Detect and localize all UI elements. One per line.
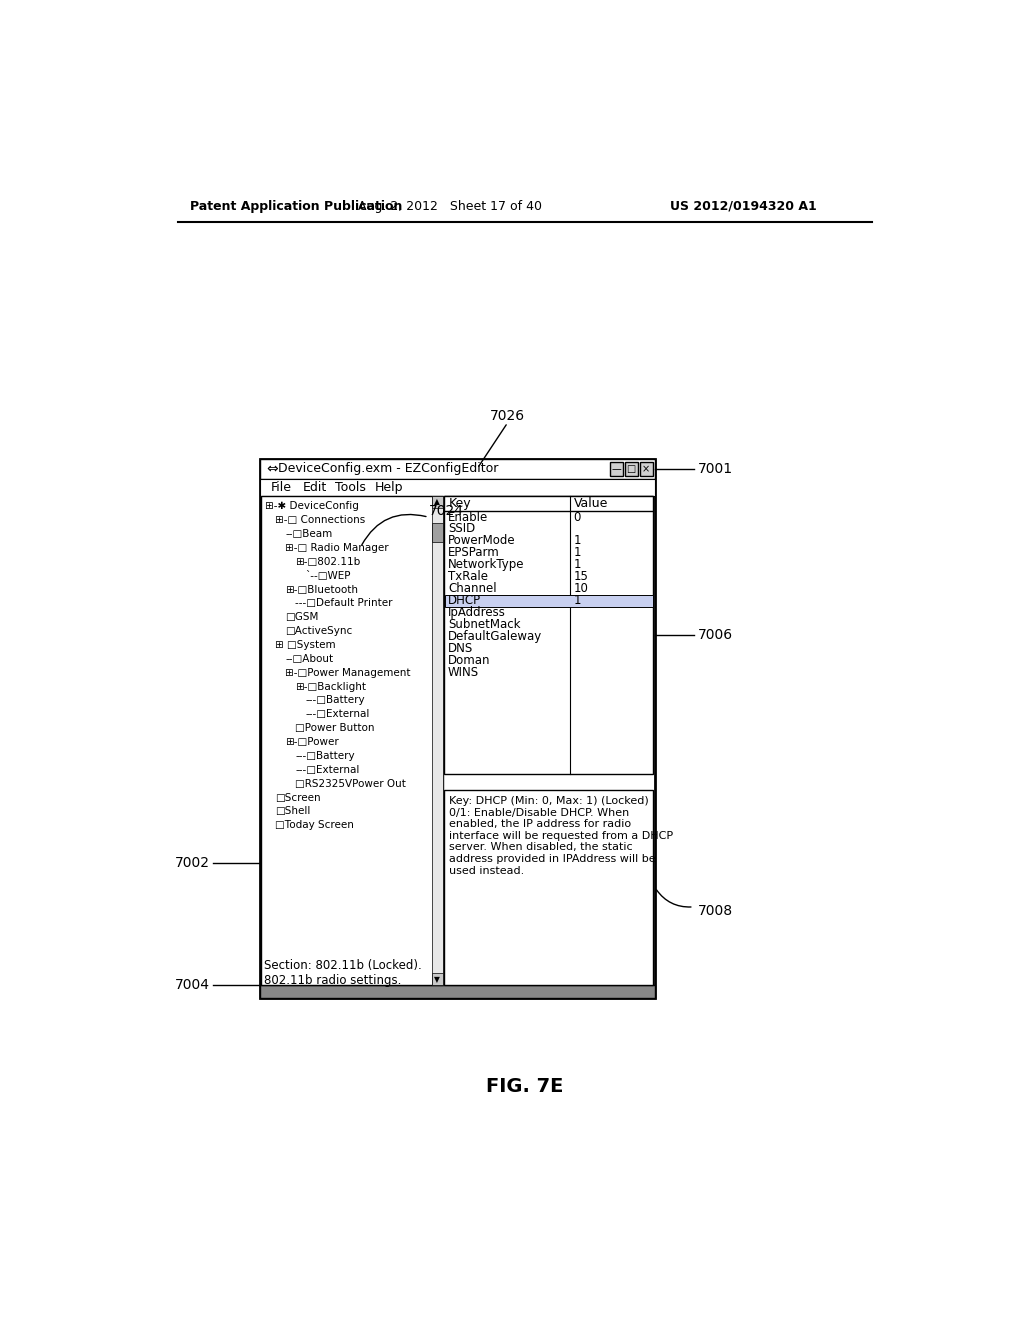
Text: TxRale: TxRale — [449, 570, 488, 583]
Text: Edit: Edit — [302, 480, 327, 494]
Text: 1: 1 — [573, 558, 582, 572]
Bar — [625, 462, 638, 477]
Text: ⊞ □System: ⊞ □System — [275, 640, 336, 649]
Text: Enable: Enable — [449, 511, 488, 524]
Bar — [260, 459, 655, 479]
Text: EPSParm: EPSParm — [449, 546, 500, 560]
Bar — [260, 479, 655, 496]
Text: Aug. 2, 2012   Sheet 17 of 40: Aug. 2, 2012 Sheet 17 of 40 — [357, 199, 542, 213]
Bar — [444, 789, 653, 985]
Text: Section: 802.11b (Locked).
802.11b radio settings.: Section: 802.11b (Locked). 802.11b radio… — [263, 960, 421, 987]
Text: ⊞-□ Radio Manager: ⊞-□ Radio Manager — [286, 543, 389, 553]
Text: `--□WEP: `--□WEP — [305, 570, 351, 581]
Text: □Screen: □Screen — [275, 792, 321, 803]
Text: ⊞-□Power: ⊞-□Power — [286, 737, 339, 747]
Text: 1: 1 — [573, 535, 582, 548]
Text: □: □ — [627, 465, 636, 474]
Text: 1: 1 — [573, 546, 582, 560]
Text: DeviceConfig.exm - EZConfigEditor: DeviceConfig.exm - EZConfigEditor — [279, 462, 499, 475]
Bar — [432, 523, 442, 543]
Text: 15: 15 — [573, 570, 589, 583]
Text: Channel: Channel — [449, 582, 497, 595]
Text: DHCP: DHCP — [449, 594, 481, 607]
Text: 7002: 7002 — [174, 855, 209, 870]
Text: □GSM: □GSM — [286, 612, 318, 622]
Bar — [432, 496, 442, 985]
Text: NetworkType: NetworkType — [449, 558, 524, 572]
Text: File: File — [270, 480, 292, 494]
Text: Tools: Tools — [335, 480, 366, 494]
Text: ⇔: ⇔ — [266, 462, 278, 475]
Text: ⊞-□802.11b: ⊞-□802.11b — [295, 557, 360, 566]
Text: 7008: 7008 — [697, 904, 733, 917]
Text: ---□Default Printer: ---□Default Printer — [295, 598, 393, 609]
Text: 10: 10 — [573, 582, 589, 595]
Bar — [260, 985, 655, 998]
Bar — [444, 496, 653, 775]
Text: 0: 0 — [573, 511, 581, 524]
Text: Key: Key — [449, 496, 471, 510]
Bar — [260, 459, 655, 998]
Text: Key: DHCP (Min: 0, Max: 1) (Locked)
0/1: Enable/Disable DHCP. When
enabled, the : Key: DHCP (Min: 0, Max: 1) (Locked) 0/1:… — [449, 796, 673, 875]
Text: ---□External: ---□External — [295, 764, 359, 775]
Text: □RS2325VPower Out: □RS2325VPower Out — [295, 779, 407, 788]
Text: --□About: --□About — [286, 653, 334, 664]
Text: 7006: 7006 — [697, 628, 733, 642]
Text: 7026: 7026 — [490, 409, 525, 424]
Bar — [260, 496, 442, 985]
Bar — [445, 594, 652, 607]
Text: ⊞-□Backlight: ⊞-□Backlight — [295, 681, 367, 692]
Text: ⊞-✱ DeviceConfig: ⊞-✱ DeviceConfig — [265, 502, 359, 511]
Text: □Today Screen: □Today Screen — [275, 820, 354, 830]
Text: 1: 1 — [573, 594, 582, 607]
Text: Help: Help — [375, 480, 403, 494]
Text: □Power Button: □Power Button — [295, 723, 375, 733]
Text: SubnetMack: SubnetMack — [449, 618, 520, 631]
Text: —: — — [611, 465, 622, 474]
Text: ---□Battery: ---□Battery — [295, 751, 355, 760]
Bar — [432, 495, 442, 508]
Text: FIG. 7E: FIG. 7E — [486, 1077, 563, 1096]
Text: ⊞-□Power Management: ⊞-□Power Management — [286, 668, 411, 677]
Text: --□Beam: --□Beam — [286, 529, 333, 539]
Bar — [610, 462, 624, 477]
Text: ▲: ▲ — [434, 498, 440, 507]
Text: DefaultGaleway: DefaultGaleway — [449, 630, 543, 643]
Text: 7001: 7001 — [697, 462, 733, 475]
Text: ⊞-□Bluetooth: ⊞-□Bluetooth — [286, 585, 358, 594]
Text: 7024: 7024 — [429, 504, 464, 517]
Text: 7004: 7004 — [174, 978, 209, 993]
Text: DNS: DNS — [449, 642, 473, 655]
Text: ⊞-□ Connections: ⊞-□ Connections — [275, 515, 366, 525]
Bar — [444, 496, 653, 511]
Text: IpAddress: IpAddress — [449, 606, 506, 619]
Text: US 2012/0194320 A1: US 2012/0194320 A1 — [671, 199, 817, 213]
Text: ---□Battery: ---□Battery — [305, 696, 366, 705]
Text: Patent Application Publication: Patent Application Publication — [190, 199, 402, 213]
Bar — [640, 462, 652, 477]
Text: □Shell: □Shell — [275, 807, 310, 816]
Text: ---□External: ---□External — [305, 709, 370, 719]
Text: Doman: Doman — [449, 653, 490, 667]
Text: Value: Value — [574, 496, 609, 510]
Text: SSID: SSID — [449, 523, 475, 536]
Text: WINS: WINS — [449, 665, 479, 678]
Text: PowerMode: PowerMode — [449, 535, 516, 548]
Text: □ActiveSync: □ActiveSync — [286, 626, 352, 636]
Bar — [432, 973, 442, 985]
Text: ×: × — [642, 465, 650, 474]
Text: ▼: ▼ — [434, 974, 440, 983]
